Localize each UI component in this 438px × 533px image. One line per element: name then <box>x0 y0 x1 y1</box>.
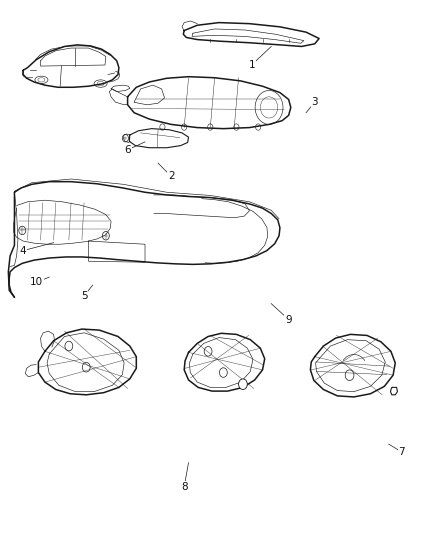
Text: 8: 8 <box>181 481 187 491</box>
Circle shape <box>239 379 247 390</box>
Text: 1: 1 <box>248 60 255 70</box>
Text: 9: 9 <box>285 314 292 325</box>
Text: 2: 2 <box>168 172 174 181</box>
Text: 4: 4 <box>20 246 26 256</box>
Text: 10: 10 <box>30 277 43 287</box>
Text: 3: 3 <box>311 97 318 107</box>
Text: 5: 5 <box>81 290 88 301</box>
Text: 7: 7 <box>399 447 405 457</box>
Text: 6: 6 <box>124 145 131 155</box>
